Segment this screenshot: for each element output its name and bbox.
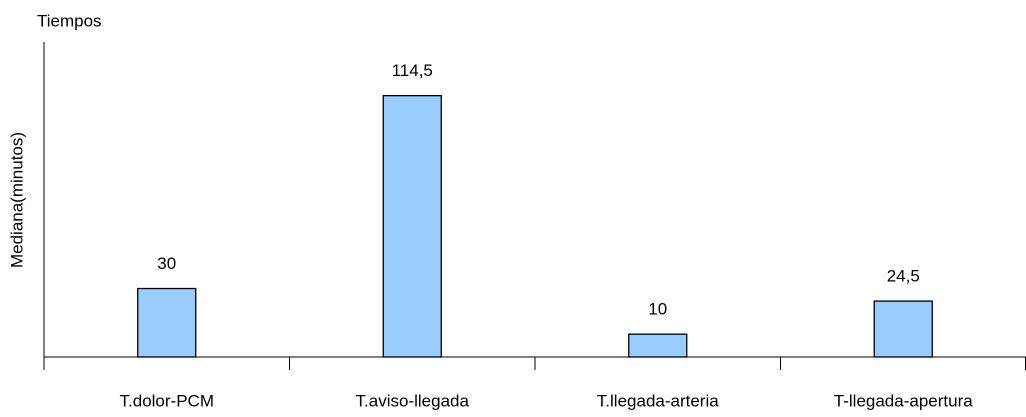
bar xyxy=(137,287,197,358)
value-label: 30 xyxy=(157,254,176,273)
x-tick-label: T.aviso-llegada xyxy=(356,391,470,410)
value-label: 114,5 xyxy=(392,61,433,80)
x-tick-label: T.dolor-PCM xyxy=(120,391,214,410)
x-tick-label: T-llegada-apertura xyxy=(834,391,973,410)
bar xyxy=(382,94,442,358)
value-label: 24,5 xyxy=(887,267,920,286)
value-label: 10 xyxy=(648,300,667,319)
x-tick-label: T.llegada-arteria xyxy=(597,391,719,410)
chart-title: Tiempos xyxy=(37,11,102,30)
y-axis-label: Mediana(minutos) xyxy=(7,132,26,268)
bar xyxy=(628,333,688,358)
bar xyxy=(873,300,933,358)
